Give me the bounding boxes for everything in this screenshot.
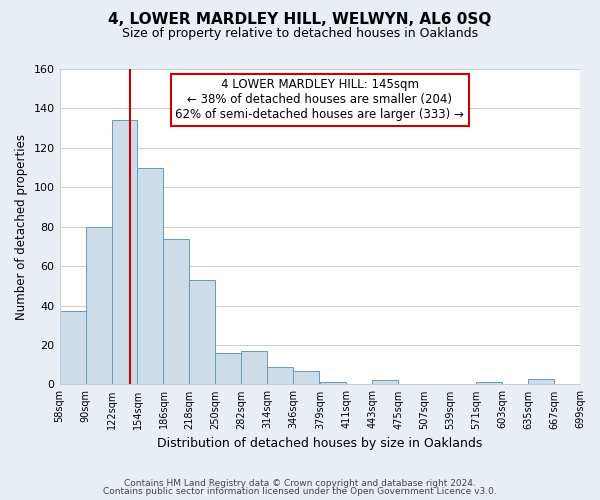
Bar [528,378,554,384]
Bar [112,120,137,384]
Bar [59,312,86,384]
Y-axis label: Number of detached properties: Number of detached properties [15,134,28,320]
Bar [268,366,293,384]
Bar [476,382,502,384]
Bar [215,353,241,384]
Bar [580,378,600,384]
Bar [137,168,163,384]
Text: Size of property relative to detached houses in Oaklands: Size of property relative to detached ho… [122,28,478,40]
Bar [320,382,346,384]
Text: Contains public sector information licensed under the Open Government Licence v3: Contains public sector information licen… [103,487,497,496]
Text: 4, LOWER MARDLEY HILL, WELWYN, AL6 0SQ: 4, LOWER MARDLEY HILL, WELWYN, AL6 0SQ [109,12,491,28]
Bar [372,380,398,384]
Text: 4 LOWER MARDLEY HILL: 145sqm
← 38% of detached houses are smaller (204)
62% of s: 4 LOWER MARDLEY HILL: 145sqm ← 38% of de… [175,78,464,122]
Bar [241,351,268,384]
Text: Contains HM Land Registry data © Crown copyright and database right 2024.: Contains HM Land Registry data © Crown c… [124,478,476,488]
Bar [163,238,190,384]
Bar [190,280,215,384]
Bar [293,370,319,384]
Bar [86,226,112,384]
X-axis label: Distribution of detached houses by size in Oaklands: Distribution of detached houses by size … [157,437,482,450]
